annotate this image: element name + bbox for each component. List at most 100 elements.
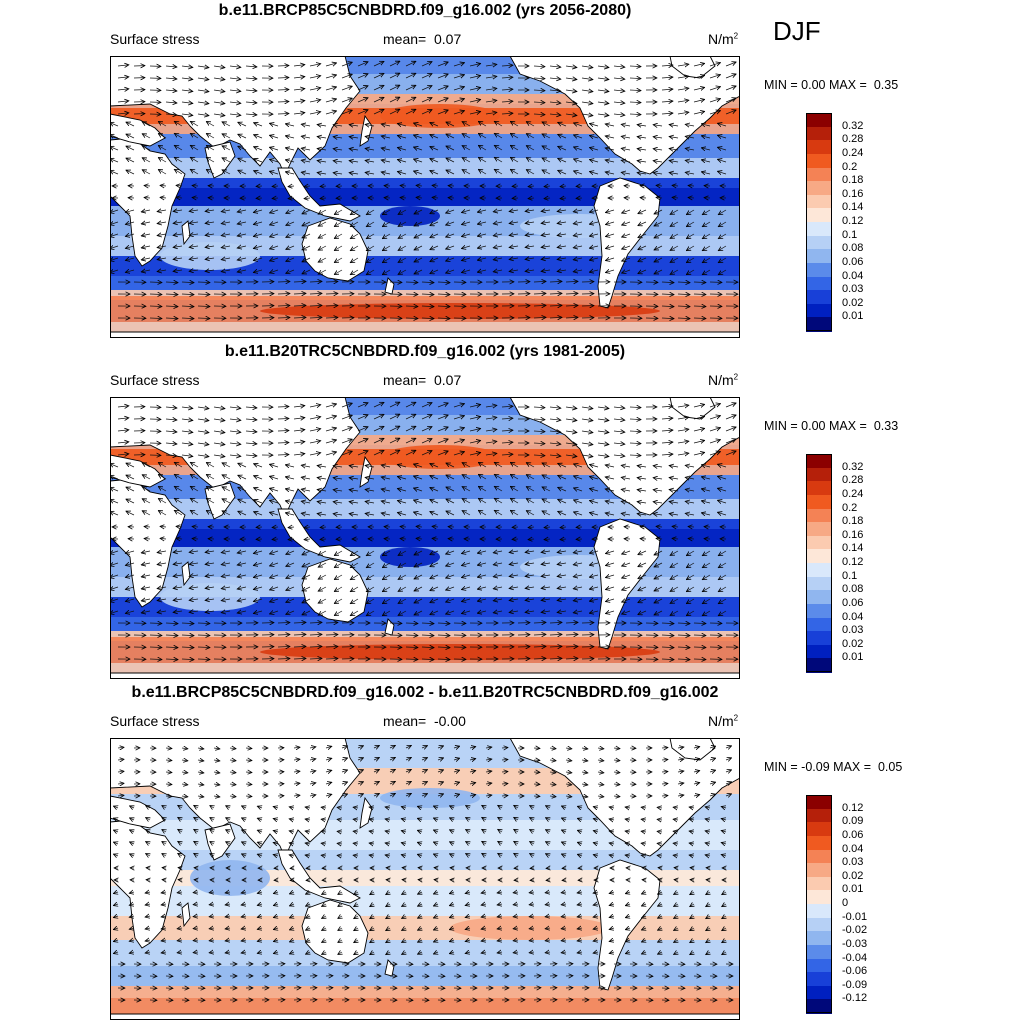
mean-label: mean= [383,31,427,47]
stress-vector-arrow [637,149,647,150]
stress-vector-arrow [528,186,535,187]
stress-vector-arrow [589,148,599,151]
stress-vector-arrow [725,62,736,67]
stress-vector-arrow [341,98,352,103]
stress-vector-arrow [320,198,327,199]
stress-vector-arrow [525,210,535,211]
stress-vector-arrow [245,748,252,749]
stress-vector-arrow [510,121,519,127]
stress-vector-arrow [320,527,327,528]
stress-vector-arrow [589,222,599,224]
stress-vector-arrow [293,113,305,114]
stress-contour-band [110,256,740,276]
stress-contour-band [110,322,740,332]
stress-vector-arrow [197,102,209,104]
stress-contour-band [110,178,740,188]
stress-vector-arrow [688,198,695,199]
stress-vector-arrow [656,185,663,186]
stress-vector-arrow [653,125,663,126]
stress-vector-arrow [421,86,432,91]
stress-vector-arrow [469,64,481,67]
stress-vector-arrow [414,159,423,162]
stress-vector-arrow [613,78,625,79]
stress-vector-arrow [318,221,327,226]
stress-vector-arrow [688,539,695,540]
stress-vector-arrow [453,99,465,102]
stress-vector-arrow [637,161,647,162]
stress-vector-arrow [288,198,295,199]
stress-vector-arrow [542,146,551,151]
stress-vector-arrow [717,123,727,126]
stress-vector-arrow [701,124,711,126]
stress-vector-arrow [405,647,418,648]
stress-vector-arrow [357,86,368,91]
stress-vector-arrow [381,148,391,150]
stress-vector-arrow [382,209,391,215]
stress-vector-arrow [254,147,263,150]
stress-vector-arrow [398,221,407,226]
stress-contour-band [110,617,740,631]
stress-contour-band [110,663,740,673]
stress-vector-arrow [222,170,231,175]
stress-vector-arrow [397,148,407,151]
stress-vector-arrow [302,221,311,226]
stress-vector-arrow [581,114,593,116]
stress-vector-arrow [309,112,321,114]
stress-vector-arrow [174,121,183,127]
colorbar-tick-label: 0.1 [842,569,858,582]
stress-vector-arrow [373,61,384,67]
stress-vector-arrow [510,133,519,139]
stress-vector-arrow [222,134,231,139]
stress-vector-arrow [158,146,167,151]
stress-vector-field [110,61,738,318]
stress-vector-arrow [542,170,551,175]
stress-vector-arrow [589,160,599,163]
stress-vector-arrow [661,101,673,102]
stress-vector-arrow [430,210,439,214]
stress-vector-arrow [541,222,551,223]
stress-maximum-region [380,104,500,128]
stress-vector-arrow [334,209,343,215]
stress-vector-arrow [325,75,337,78]
colorbar-tick-label: 0.08 [842,583,864,596]
stress-vector-arrow [149,635,162,636]
stress-vector-arrow [685,148,695,150]
stress-vector-arrow [421,62,432,67]
stress-vector-arrow [405,318,418,319]
stress-vector-arrow [493,210,503,212]
stress-vector-arrow [304,198,311,199]
stress-vector-arrow [701,136,711,138]
stress-vector-arrow [272,198,279,199]
min-label: MIN = [764,78,798,92]
colorbar-tick-label: 0.03 [842,856,864,869]
stress-vector-arrow [245,90,257,91]
stress-vector-arrow [320,539,327,540]
stress-vector-arrow [597,90,609,92]
stress-map [110,56,740,338]
stress-vector-arrow [277,623,290,624]
stress-vector-arrow [709,99,721,102]
stress-vector-arrow [238,146,247,150]
stress-vector-arrow [405,635,418,636]
stress-vector-arrow [446,146,455,151]
stress-vector-arrow [293,101,305,102]
min-label: MIN = [764,419,798,433]
variable-label: Surface stress [110,31,200,47]
stress-vector-arrow [142,122,151,127]
stress-vector-arrow [254,135,263,138]
colorbar-tick-label: 0.32 [842,460,864,473]
stress-vector-arrow [661,784,668,785]
stress-vector-arrow [405,73,416,79]
stress-vector-arrow [320,186,327,187]
stress-vector-arrow [349,149,359,150]
stress-vector-arrow [405,659,418,660]
stress-vector-arrow [317,125,327,127]
stress-vector-arrow [197,647,210,648]
colorbar-frame [806,795,832,1013]
stress-contour-band [110,276,740,290]
stress-vector-arrow [542,122,551,127]
stress-vector-arrow [558,170,567,174]
stress-vector-arrow [277,78,289,79]
stress-vector-arrow [405,282,418,283]
stress-vector-arrow [717,135,727,138]
